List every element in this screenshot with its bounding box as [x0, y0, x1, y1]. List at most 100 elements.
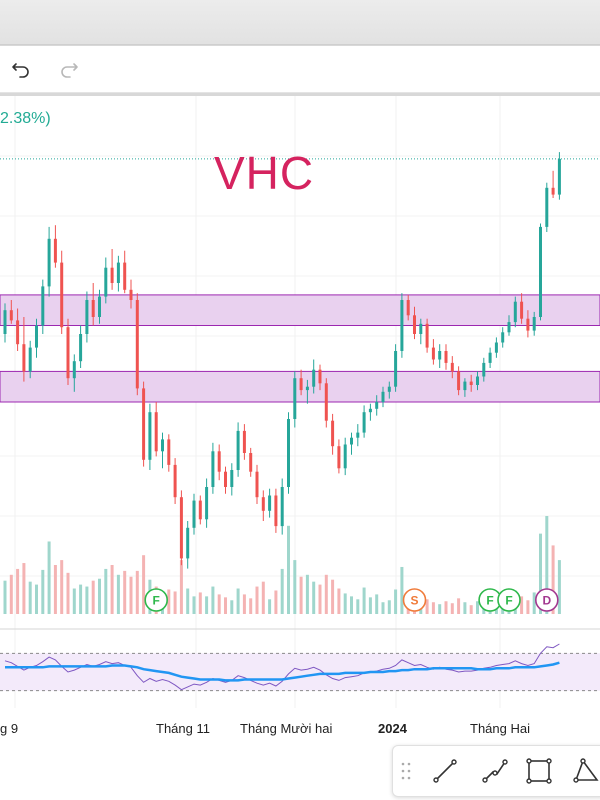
volume-bar	[551, 545, 555, 614]
drawing-toolbar	[392, 745, 600, 797]
multi-point-line-icon[interactable]	[479, 755, 511, 787]
candle-body	[343, 444, 347, 469]
volume-bar	[318, 584, 322, 614]
volume-bar	[47, 541, 51, 614]
volume-bar	[66, 572, 70, 614]
volume-bar	[400, 566, 404, 614]
volume-bar	[53, 565, 57, 614]
candle-body	[79, 334, 83, 362]
price-zone-1	[0, 294, 600, 326]
price-chart[interactable]: F S F F Dg 9 Tháng 11 Tháng Mười hai 2024 Tháng …	[0, 96, 600, 800]
candle-body	[476, 376, 479, 385]
candle-body	[242, 430, 246, 453]
triangle-icon[interactable]	[569, 755, 600, 787]
volume-bar	[35, 584, 38, 614]
volume-bar	[60, 560, 64, 614]
candle-body	[413, 315, 416, 334]
undo-icon[interactable]	[8, 56, 34, 82]
candle-body	[41, 286, 45, 326]
rectangle-icon[interactable]	[523, 755, 555, 787]
candle-body	[211, 451, 215, 487]
candle-body	[186, 527, 190, 559]
candle-body	[457, 371, 461, 391]
candle-body	[450, 362, 454, 372]
candle-body	[116, 262, 120, 283]
candle-body	[217, 451, 221, 472]
candle-body	[16, 320, 20, 345]
volume-bar	[79, 584, 83, 614]
volume-bar	[362, 587, 366, 614]
volume-bar	[211, 586, 215, 614]
volume-bar	[457, 598, 461, 614]
candle-body	[350, 437, 353, 445]
candle-body	[557, 158, 561, 195]
x-axis-label: Tháng Hai	[470, 721, 530, 736]
volume-bar	[268, 599, 272, 614]
volume-bar	[375, 594, 379, 614]
candle-body	[293, 378, 297, 419]
candle-body	[356, 432, 360, 438]
volume-bar	[425, 599, 429, 614]
candle-body	[444, 351, 448, 363]
candle-body	[85, 300, 89, 334]
candle-body	[255, 471, 259, 498]
volume-bar	[249, 598, 253, 614]
candle-body	[104, 267, 108, 297]
candle-body	[179, 497, 183, 559]
candle-body	[381, 391, 385, 402]
volume-bar	[41, 569, 45, 614]
drag-handle-icon[interactable]	[399, 759, 413, 783]
candle-body	[148, 412, 152, 460]
volume-bar	[520, 596, 524, 614]
volume-bar	[394, 589, 398, 614]
trend-line-icon[interactable]	[429, 755, 461, 787]
candle-body	[394, 351, 398, 387]
volume-bar	[236, 588, 240, 614]
candle-body	[35, 325, 38, 348]
candle-body	[224, 471, 227, 487]
volume-bar	[186, 588, 190, 614]
candle-body	[154, 412, 158, 452]
volume-bar	[110, 565, 114, 614]
candle-body	[261, 497, 265, 511]
volume-bar	[255, 586, 259, 614]
volume-bar	[299, 576, 303, 614]
event-marker	[144, 588, 168, 612]
volume-bar	[450, 603, 454, 614]
volume-bar	[205, 596, 209, 614]
volume-bar	[22, 563, 26, 614]
rsi-ma-line	[5, 661, 560, 682]
x-axis-label: Tháng 11	[156, 721, 210, 736]
volume-bar	[230, 600, 234, 614]
candle-body	[400, 300, 404, 351]
volume-bar	[287, 525, 290, 614]
volume-bar	[431, 602, 435, 614]
volume-bar	[142, 555, 146, 614]
candle-body	[375, 402, 379, 409]
event-marker-label: F	[505, 594, 512, 608]
volume-bar	[305, 574, 309, 614]
redo-icon[interactable]	[56, 56, 82, 82]
candle-body	[312, 369, 316, 387]
candle-body	[406, 300, 410, 316]
price-change-label: 2.38%)	[0, 110, 51, 127]
volume-bar	[539, 533, 542, 614]
volume-bar	[28, 581, 32, 614]
candle-body	[387, 386, 391, 392]
candle-body	[249, 453, 253, 472]
volume-bar	[261, 581, 265, 614]
candle-body	[526, 318, 530, 331]
volume-bar	[129, 576, 133, 614]
candle-body	[60, 262, 64, 328]
volume-bar	[368, 597, 372, 614]
event-marker-label: D	[542, 594, 551, 608]
candle-body	[513, 301, 517, 323]
candle-body	[129, 289, 133, 300]
candle-body	[425, 323, 429, 348]
candle-body	[287, 419, 290, 487]
candle-body	[142, 388, 146, 460]
candle-body	[268, 495, 272, 511]
volume-bar	[16, 568, 20, 614]
x-axis-label: g 9	[0, 721, 18, 736]
